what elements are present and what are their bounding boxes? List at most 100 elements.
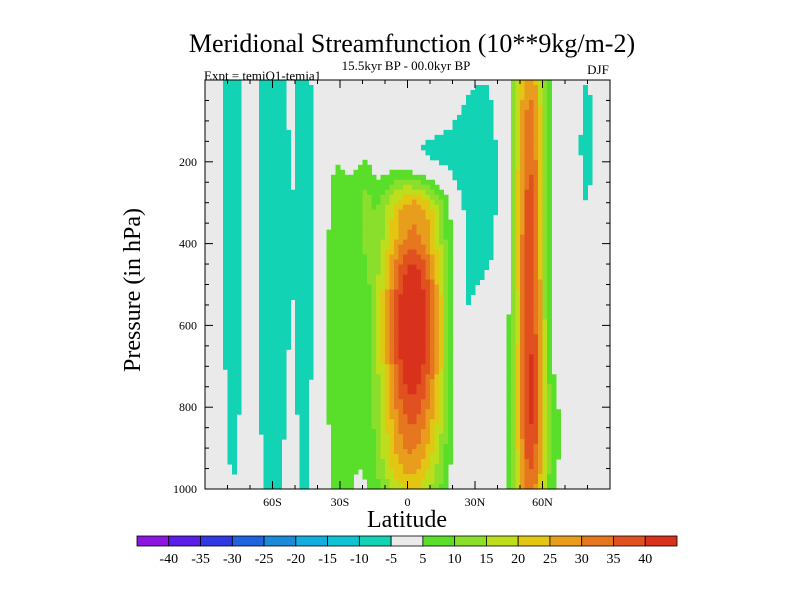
contour-cell [371, 439, 377, 445]
contour-cell [272, 399, 278, 405]
contour-cell [421, 439, 426, 445]
contour-cell [281, 214, 287, 221]
contour-cell [520, 299, 525, 305]
contour-cell [340, 354, 345, 360]
contour-cell [326, 269, 332, 276]
contour-cell [524, 299, 530, 305]
contour-cell [475, 119, 480, 126]
contour-cell [506, 454, 512, 460]
contour-cell [304, 349, 309, 355]
contour-cell [295, 80, 300, 86]
contour-cell [263, 389, 269, 395]
contour-cell [520, 99, 525, 106]
contour-cell [385, 309, 390, 315]
contour-cell [277, 344, 282, 350]
colorbar-label: 40 [638, 552, 652, 567]
contour-cell [277, 484, 282, 490]
contour-cell [403, 344, 408, 350]
contour-cell [376, 359, 381, 365]
contour-cell [529, 414, 534, 420]
contour-cell [457, 134, 462, 141]
contour-cell [470, 154, 476, 161]
contour-cell [547, 319, 552, 325]
contour-cell [524, 479, 530, 485]
contour-cell [511, 299, 516, 305]
contour-cell [340, 189, 345, 196]
contour-cell [475, 109, 480, 116]
contour-cell [479, 229, 485, 236]
contour-cell [371, 339, 377, 345]
contour-cell [542, 379, 548, 385]
contour-cell [290, 229, 296, 236]
contour-cell [587, 159, 593, 166]
contour-cell [407, 214, 413, 221]
contour-cell [407, 464, 413, 470]
contour-cell [358, 434, 363, 440]
contour-cell [430, 254, 435, 261]
contour-cell [277, 254, 282, 261]
contour-cell [421, 409, 426, 415]
contour-cell [511, 329, 516, 335]
contour-cell [389, 384, 395, 390]
contour-cell [304, 304, 309, 310]
contour-cell [358, 174, 363, 181]
contour-cell [529, 419, 534, 425]
contour-cell [470, 99, 476, 106]
contour-cell [515, 259, 521, 266]
contour-cell [344, 429, 350, 435]
contour-cell [461, 129, 467, 136]
contour-cell [295, 374, 300, 380]
contour-cell [331, 394, 336, 400]
contour-cell [398, 224, 404, 231]
contour-cell [340, 469, 345, 475]
contour-cell [389, 439, 395, 445]
contour-cell [515, 329, 521, 335]
contour-cell [304, 279, 309, 285]
contour-cell [493, 139, 498, 146]
contour-cell [511, 424, 516, 430]
contour-cell [511, 284, 516, 290]
contour-cell [524, 414, 530, 420]
contour-cell [349, 184, 354, 191]
contour-cell [349, 374, 354, 380]
contour-cell [376, 249, 381, 256]
contour-cell [299, 259, 305, 266]
contour-cell [430, 354, 435, 360]
contour-cell [304, 89, 309, 96]
contour-cell [362, 169, 368, 176]
contour-cell [542, 439, 548, 445]
contour-cell [277, 449, 282, 455]
contour-cell [223, 184, 228, 191]
contour-cell [506, 359, 512, 365]
contour-cell [290, 239, 296, 246]
contour-cell [308, 129, 314, 136]
contour-cell [263, 199, 269, 206]
contour-cell [340, 369, 345, 375]
contour-cell [281, 244, 287, 251]
contour-cell [232, 80, 237, 86]
contour-cell [506, 324, 512, 330]
contour-cell [466, 264, 471, 271]
contour-cell [259, 179, 264, 186]
contour-cell [443, 264, 449, 271]
contour-cell [236, 154, 242, 161]
contour-cell [529, 289, 534, 295]
contour-cell [335, 304, 341, 310]
contour-cell [367, 244, 372, 251]
contour-cell [520, 284, 525, 290]
contour-cell [277, 304, 282, 310]
contour-cell [349, 239, 354, 246]
contour-cell [353, 374, 359, 380]
contour-cell [335, 174, 341, 181]
contour-cell [272, 329, 278, 335]
contour-cell [524, 184, 530, 191]
contour-cell [295, 384, 300, 390]
contour-cell [515, 114, 521, 121]
contour-cell [398, 439, 404, 445]
contour-cell [452, 119, 458, 126]
contour-cell [466, 219, 471, 226]
contour-cell [277, 109, 282, 116]
contour-cell [331, 299, 336, 305]
contour-cell [529, 159, 534, 166]
contour-cell [335, 344, 341, 350]
